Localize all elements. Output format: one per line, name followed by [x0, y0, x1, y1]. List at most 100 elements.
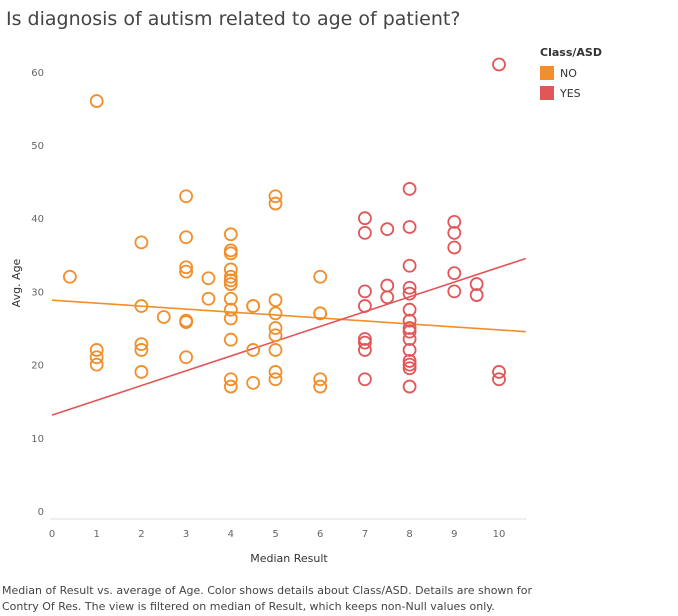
data-point-yes[interactable] — [357, 335, 372, 350]
legend-swatch-no — [540, 66, 554, 80]
data-point-yes[interactable] — [357, 343, 372, 357]
data-point-no[interactable] — [62, 269, 77, 284]
data-point-no[interactable] — [156, 310, 171, 324]
trend-line-yes — [51, 257, 527, 416]
x-tick-label: 5 — [272, 529, 278, 540]
data-point-no[interactable] — [268, 328, 283, 343]
y-axis-ticks: 0 10 20 30 40 50 60 — [31, 68, 44, 518]
data-point-no[interactable] — [268, 343, 283, 357]
data-point-yes[interactable] — [380, 278, 395, 293]
y-tick-label: 20 — [31, 361, 44, 372]
data-point-yes[interactable] — [402, 182, 417, 196]
data-point-yes[interactable] — [492, 372, 506, 387]
data-point-no[interactable] — [134, 235, 149, 250]
data-point-no[interactable] — [268, 306, 283, 321]
x-tick-label: 10 — [493, 529, 506, 540]
data-point-no[interactable] — [89, 350, 104, 365]
data-point-yes[interactable] — [447, 266, 462, 281]
data-point-no[interactable] — [223, 273, 238, 288]
x-tick-label: 3 — [183, 529, 189, 540]
data-point-no[interactable] — [313, 372, 328, 387]
data-point-no[interactable] — [268, 189, 283, 204]
data-point-no[interactable] — [134, 365, 149, 379]
data-point-yes[interactable] — [402, 220, 417, 234]
data-point-yes[interactable] — [402, 354, 417, 368]
data-point-yes[interactable] — [492, 57, 506, 72]
data-point-no[interactable] — [179, 315, 194, 330]
x-tick-label: 9 — [451, 529, 457, 540]
legend-swatch-yes — [540, 86, 554, 100]
data-point-yes[interactable] — [469, 277, 484, 291]
data-point-no[interactable] — [268, 365, 283, 379]
data-point-no[interactable] — [246, 343, 261, 357]
data-point-no[interactable] — [223, 302, 238, 317]
data-point-no[interactable] — [134, 299, 149, 313]
x-tick-label: 2 — [138, 529, 144, 540]
data-point-no[interactable] — [179, 264, 194, 279]
data-point-no[interactable] — [179, 350, 194, 365]
data-point-yes[interactable] — [357, 211, 372, 226]
data-point-yes[interactable] — [402, 286, 417, 301]
data-point-yes[interactable] — [357, 332, 372, 346]
data-point-no[interactable] — [223, 246, 238, 261]
data-point-no[interactable] — [223, 332, 238, 347]
data-point-no[interactable] — [223, 227, 238, 242]
data-point-yes[interactable] — [402, 321, 417, 335]
data-point-yes[interactable] — [402, 280, 417, 295]
data-point-no[interactable] — [268, 372, 283, 387]
data-point-no[interactable] — [134, 343, 149, 357]
data-point-yes[interactable] — [402, 324, 417, 339]
data-point-yes[interactable] — [447, 284, 462, 299]
data-point-no[interactable] — [223, 262, 238, 277]
data-point-no[interactable] — [223, 311, 238, 326]
data-point-no[interactable] — [246, 375, 261, 390]
data-point-yes[interactable] — [357, 225, 372, 240]
data-point-no[interactable] — [268, 321, 283, 335]
data-point-no[interactable] — [223, 372, 238, 387]
data-point-no[interactable] — [89, 343, 104, 357]
data-point-yes[interactable] — [357, 284, 372, 299]
data-point-yes[interactable] — [357, 372, 372, 387]
data-point-no[interactable] — [179, 230, 194, 245]
data-point-yes[interactable] — [402, 343, 417, 357]
data-point-no[interactable] — [179, 260, 194, 275]
data-point-no[interactable] — [313, 306, 328, 321]
x-axis-ticks: 0 1 2 3 4 5 6 7 8 9 10 — [49, 529, 506, 540]
data-point-no[interactable] — [313, 269, 328, 284]
data-point-yes[interactable] — [380, 290, 395, 305]
data-point-no[interactable] — [223, 269, 238, 284]
data-point-yes[interactable] — [357, 299, 372, 313]
data-point-yes[interactable] — [402, 379, 417, 394]
data-point-yes[interactable] — [402, 332, 417, 346]
x-tick-label: 0 — [49, 529, 55, 540]
data-point-yes[interactable] — [447, 214, 462, 229]
data-point-no[interactable] — [179, 189, 194, 204]
data-point-yes[interactable] — [402, 302, 417, 317]
data-point-yes[interactable] — [492, 365, 506, 379]
data-point-no[interactable] — [223, 277, 238, 291]
data-point-no[interactable] — [313, 379, 328, 394]
data-point-yes[interactable] — [402, 357, 417, 372]
data-point-yes[interactable] — [402, 313, 417, 328]
y-tick-label: 0 — [38, 507, 44, 518]
legend-item-no[interactable]: NO — [540, 63, 602, 83]
data-point-yes[interactable] — [402, 258, 417, 273]
data-point-no[interactable] — [246, 299, 261, 313]
data-point-yes[interactable] — [380, 222, 395, 237]
data-point-no[interactable] — [268, 196, 283, 211]
data-point-yes[interactable] — [447, 240, 462, 255]
data-point-no[interactable] — [201, 271, 216, 286]
data-point-no[interactable] — [201, 291, 216, 306]
data-point-no[interactable] — [134, 337, 149, 352]
data-point-yes[interactable] — [469, 288, 484, 302]
data-point-no[interactable] — [223, 379, 238, 394]
data-point-no[interactable] — [89, 357, 104, 372]
data-point-yes[interactable] — [402, 361, 417, 376]
data-point-no[interactable] — [223, 291, 238, 306]
legend-item-yes[interactable]: YES — [540, 83, 602, 103]
data-point-no[interactable] — [89, 94, 104, 108]
data-point-no[interactable] — [268, 293, 283, 308]
data-point-yes[interactable] — [447, 225, 462, 240]
y-axis-title: Avg. Age — [10, 258, 23, 307]
x-tick-label: 1 — [94, 529, 100, 540]
